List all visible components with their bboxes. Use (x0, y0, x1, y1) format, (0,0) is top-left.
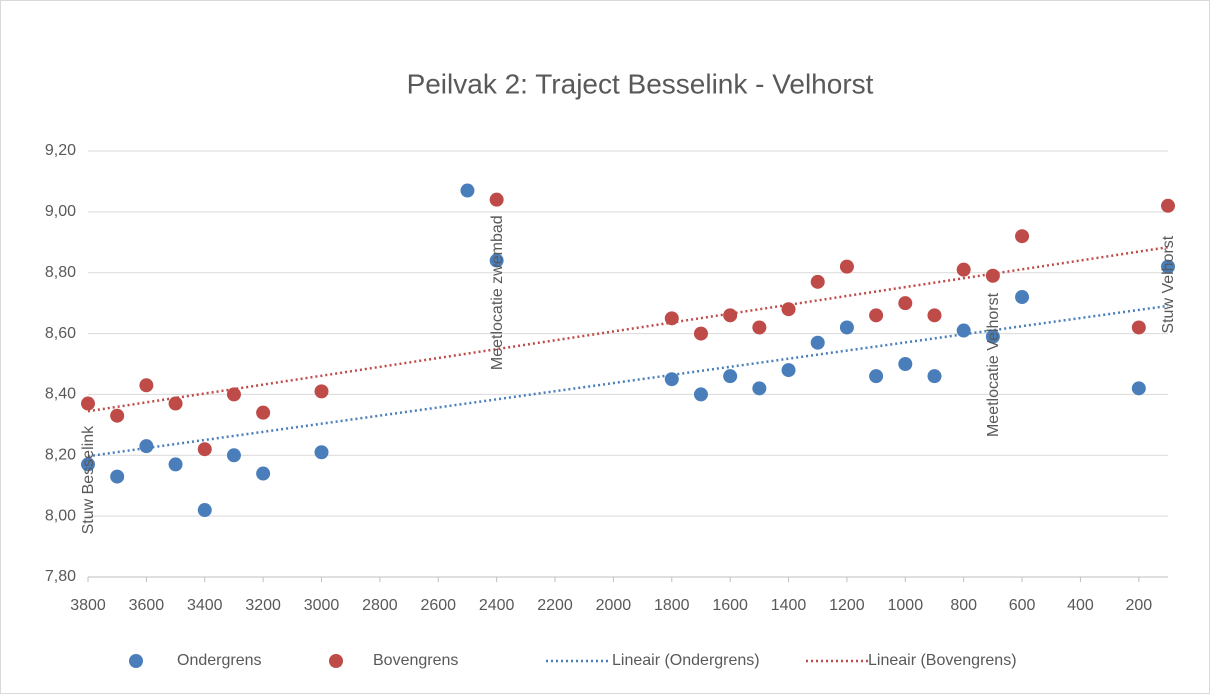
data-point (927, 308, 942, 323)
data-point (810, 274, 825, 289)
data-point (489, 253, 504, 268)
data-point (693, 326, 708, 341)
y-tick-label: 8,40 (45, 386, 76, 403)
chart-title: Peilvak 2: Traject Besselink - Velhorst (407, 68, 874, 99)
data-point (256, 405, 271, 420)
x-tick-label: 3600 (129, 597, 165, 614)
x-tick-label: 400 (1067, 597, 1094, 614)
legend-label: Bovengrens (373, 652, 458, 669)
data-point (314, 384, 329, 399)
legend-label: Lineair (Bovengrens) (868, 652, 1017, 669)
data-point (898, 357, 913, 371)
data-point (869, 308, 884, 323)
data-point (956, 262, 971, 277)
y-tick-label: 8,20 (45, 447, 76, 464)
y-tick-label: 9,20 (45, 142, 76, 159)
data-point (1015, 229, 1030, 244)
y-tick-label: 8,00 (45, 507, 76, 524)
trendline (87, 304, 1169, 458)
x-tick-label: 2600 (420, 597, 456, 614)
annotation: Meetlocatie zwembad (489, 215, 506, 370)
x-tick-label: 3000 (304, 597, 340, 614)
x-tick-label: 1000 (888, 597, 924, 614)
y-tick-label: 9,00 (45, 203, 76, 220)
data-point (1161, 259, 1175, 274)
data-point (664, 311, 679, 326)
x-tick-label: 2800 (362, 597, 398, 614)
data-point (197, 503, 212, 518)
data-point (723, 308, 738, 323)
data-point (985, 329, 1000, 344)
data-point (314, 445, 329, 460)
data-point (869, 369, 884, 384)
data-point (752, 320, 767, 335)
legend-label: Lineair (Ondergrens) (612, 652, 760, 669)
x-tick-label: 3800 (70, 597, 106, 614)
data-point (693, 387, 708, 402)
data-point (985, 268, 1000, 283)
x-tick-label: 1600 (712, 597, 748, 614)
data-point (256, 466, 271, 481)
y-tick-label: 8,60 (45, 325, 76, 342)
data-point (489, 192, 504, 207)
data-point (139, 439, 154, 454)
legend-label: Ondergrens (177, 652, 262, 669)
data-point (1131, 381, 1146, 396)
data-point (927, 369, 942, 384)
data-point (81, 457, 95, 472)
x-tick-label: 1800 (654, 597, 690, 614)
annotation: Stuw Besselink (80, 425, 97, 534)
data-point (723, 369, 738, 384)
data-point (1015, 290, 1030, 305)
data-point (664, 372, 679, 387)
data-point (226, 448, 241, 463)
annotation: Stuw Velhorst (1160, 235, 1177, 333)
data-point (110, 408, 125, 423)
data-point (139, 378, 154, 393)
data-point (898, 296, 913, 311)
data-point (226, 387, 241, 402)
x-tick-label: 200 (1125, 597, 1152, 614)
data-point (956, 323, 971, 338)
data-point (1131, 320, 1146, 335)
data-point (168, 396, 183, 411)
data-point (110, 469, 125, 484)
data-point (781, 302, 796, 317)
data-point (168, 457, 183, 472)
x-tick-label: 1200 (829, 597, 865, 614)
x-tick-label: 2400 (479, 597, 515, 614)
x-tick-label: 3400 (187, 597, 223, 614)
y-tick-label: 8,80 (45, 264, 76, 281)
data-point (810, 335, 825, 350)
annotation: Meetlocatie Velhorst (985, 292, 1002, 437)
x-tick-label: 1400 (771, 597, 807, 614)
x-tick-label: 2000 (596, 597, 632, 614)
x-tick-label: 800 (950, 597, 977, 614)
data-point (752, 381, 767, 396)
data-point (839, 320, 854, 335)
y-tick-label: 7,80 (45, 568, 76, 585)
data-point (81, 396, 95, 411)
data-point (1161, 198, 1175, 213)
data-point (781, 363, 796, 378)
x-tick-label: 2200 (537, 597, 573, 614)
data-point (197, 442, 212, 457)
x-tick-label: 3200 (245, 597, 281, 614)
legend-marker (329, 654, 343, 668)
legend-marker (129, 654, 143, 668)
data-point (839, 259, 854, 274)
x-tick-label: 600 (1009, 597, 1036, 614)
data-point (460, 183, 475, 198)
